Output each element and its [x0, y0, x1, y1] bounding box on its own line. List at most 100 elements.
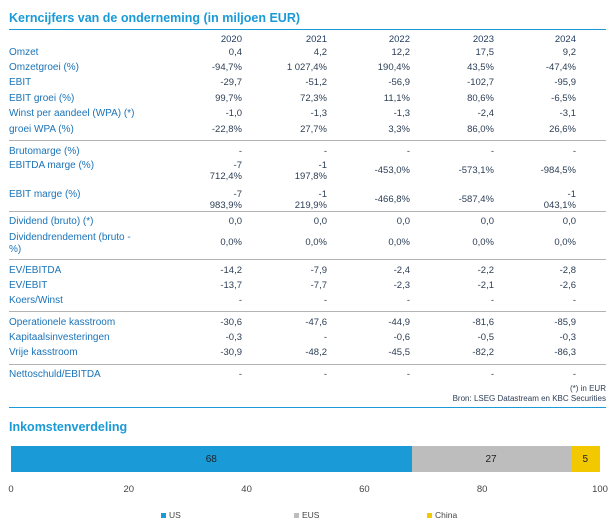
row-label: EBITDA marge (%): [9, 160, 95, 171]
cell-value: -45,5: [388, 347, 410, 358]
legend-swatch: [294, 513, 299, 519]
table-bottom-rule: [9, 407, 606, 408]
chart-title: Inkomstenverdeling: [9, 420, 128, 434]
cell-value: 86,0%: [467, 124, 494, 135]
cell-value: -466,8%: [374, 194, 410, 205]
legend-label: EUS: [302, 510, 320, 520]
cell-value: -7,9: [310, 265, 327, 276]
cell-value: -48,2: [305, 347, 327, 358]
cell-value: -86,3: [554, 347, 576, 358]
cell-value: -: [572, 295, 576, 306]
row-label: Operationele kasstroom: [9, 317, 116, 328]
cell-value: -2,4: [393, 265, 410, 276]
cell-value: 0,0%: [472, 237, 494, 248]
cell-value: 9,2: [562, 47, 576, 58]
cell-value: -: [572, 369, 576, 380]
cell-value: 43,5%: [467, 62, 494, 73]
cell-value: 0,0: [228, 216, 242, 227]
cell-value: -: [323, 332, 327, 343]
cell-value: -573,1%: [458, 165, 494, 176]
cell-value: 0,4: [228, 47, 242, 58]
cell-value: -2,1: [477, 280, 494, 291]
cell-value: 0,0: [313, 216, 327, 227]
legend-item: EUS: [294, 510, 319, 520]
row-label: Brutomarge (%): [9, 146, 80, 157]
cell-value: -30,6: [220, 317, 242, 328]
cell-value: 0,0%: [220, 237, 242, 248]
section-divider: [9, 259, 606, 260]
year-header: 2020 2021 2022 2023 2024: [0, 34, 616, 46]
x-tick-label: 80: [476, 484, 488, 495]
cell-value: -14,2: [220, 265, 242, 276]
source-note: Bron: LSEG Datastream en KBC Securities: [452, 394, 606, 403]
cell-value: 1 027,4%: [286, 62, 327, 73]
row-label: EBIT: [9, 77, 32, 88]
cell-value: -1,3: [310, 108, 327, 119]
cell-value: -51,2: [305, 77, 327, 88]
cell-value: -95,9: [554, 77, 576, 88]
cell-value: -0,3: [559, 332, 576, 343]
x-tick-label: 20: [123, 484, 135, 495]
cell-value: 0,0%: [305, 237, 327, 248]
section-divider: [9, 364, 606, 365]
cell-value: 0,0: [480, 216, 494, 227]
cell-value: -22,8%: [211, 124, 242, 135]
cell-value: -: [490, 295, 494, 306]
cell-value: 0,0: [396, 216, 410, 227]
cell-value: -: [238, 146, 242, 157]
cell-value: 0,0%: [388, 237, 410, 248]
cell-value: -: [323, 295, 327, 306]
x-tick-label: 60: [359, 484, 370, 495]
cell-value: -: [406, 295, 410, 306]
cell-value: -0,6: [393, 332, 410, 343]
cell-value: -13,7: [220, 280, 242, 291]
row-label: EV/EBIT: [9, 280, 48, 291]
cell-value: -47,4%: [545, 62, 576, 73]
cell-value: -: [490, 146, 494, 157]
cell-value: -82,2: [472, 347, 494, 358]
cell-value: 17,5: [475, 47, 495, 58]
cell-value: 0,0%: [554, 237, 576, 248]
cell-value: -1 219,9%: [294, 189, 327, 211]
section-divider: [9, 211, 606, 212]
x-tick-label: 100: [592, 484, 608, 495]
row-label: Koers/Winst: [9, 295, 63, 306]
footnote: (*) in EUR: [569, 384, 606, 393]
row-label: EBIT groei (%): [9, 93, 75, 104]
cell-value: 27,7%: [300, 124, 327, 135]
cell-value: -85,9: [554, 317, 576, 328]
cell-value: -44,9: [388, 317, 410, 328]
cell-value: 3,3%: [388, 124, 410, 135]
cell-value: -7,7: [310, 280, 327, 291]
cell-value: -1 043,1%: [543, 189, 576, 211]
legend-label: China: [435, 510, 458, 520]
row-label: Dividendrendement (bruto -%): [9, 232, 131, 255]
year-2022: 2022: [388, 34, 410, 45]
cell-value: -: [238, 369, 242, 380]
bar-segment-china: 5: [570, 446, 600, 472]
row-label: Winst per aandeel (WPA) (*): [9, 108, 135, 119]
cell-value: -7 983,9%: [209, 189, 242, 211]
legend-item: US: [161, 510, 181, 520]
cell-value: -1 197,8%: [294, 160, 327, 182]
row-label: Vrije kasstroom: [9, 347, 78, 358]
row-label: EV/EBITDA: [9, 265, 62, 276]
cell-value: -2,8: [559, 265, 576, 276]
section-divider: [9, 140, 606, 141]
cell-value: -81,6: [472, 317, 494, 328]
legend-item: China: [427, 510, 457, 520]
section-divider: [9, 311, 606, 312]
cell-value: -587,4%: [458, 194, 494, 205]
income-distribution-bar: 68 27 5: [11, 446, 600, 472]
row-label: groei WPA (%): [9, 124, 74, 135]
page-title: Kerncijfers van de onderneming (in miljo…: [9, 11, 301, 25]
cell-value: -: [490, 369, 494, 380]
row-label: Omzetgroei (%): [9, 62, 80, 73]
row-label: EBIT marge (%): [9, 189, 81, 200]
cell-value: -2,2: [477, 265, 494, 276]
row-label: Dividend (bruto) (*): [9, 216, 94, 227]
cell-value: 12,2: [391, 47, 411, 58]
cell-value: -2,4: [477, 108, 494, 119]
cell-value: -: [406, 146, 410, 157]
cell-value: -2,3: [393, 280, 410, 291]
